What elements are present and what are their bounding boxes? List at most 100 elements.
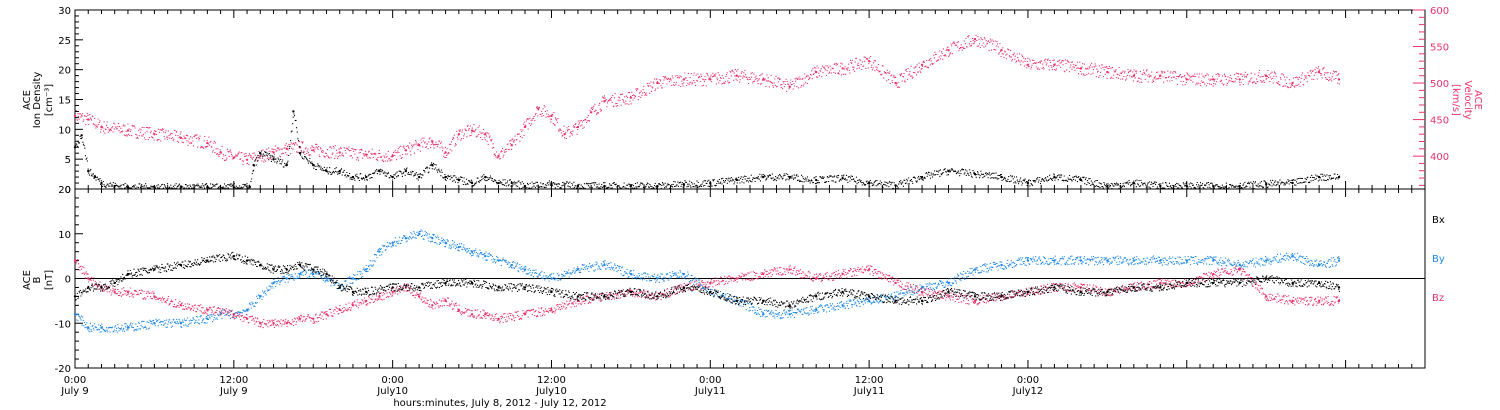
density-point xyxy=(814,178,818,182)
bx-point xyxy=(576,295,580,298)
top-right-ylabel-line-c: [km/s] xyxy=(1450,84,1461,116)
top-left-tick-label: 10 xyxy=(58,125,71,136)
bx-point xyxy=(245,259,249,262)
velocity-point xyxy=(947,48,950,52)
density-point xyxy=(1106,184,1109,188)
velocity-point xyxy=(603,100,606,103)
by-point xyxy=(1132,259,1136,262)
velocity-point xyxy=(629,96,633,99)
bz-point xyxy=(550,308,553,312)
velocity-point xyxy=(245,158,249,161)
by-point xyxy=(351,277,355,280)
velocity-point xyxy=(285,147,288,151)
by-point xyxy=(1026,259,1030,262)
by-point xyxy=(1264,259,1268,262)
velocity-scatter xyxy=(75,34,1340,166)
bz-point xyxy=(1264,295,1268,298)
bx-point xyxy=(603,295,606,298)
by-point xyxy=(457,245,461,249)
density-point xyxy=(113,184,116,188)
bx-point xyxy=(973,295,977,298)
bx-point xyxy=(1337,286,1341,289)
bx-point xyxy=(788,304,791,307)
by-point xyxy=(1053,259,1056,262)
by-point xyxy=(1079,259,1083,262)
bx-point xyxy=(1159,286,1162,289)
by-point xyxy=(603,263,606,267)
density-point xyxy=(232,186,236,189)
bottom-left-tick-label: -10 xyxy=(55,319,71,330)
by-scatter xyxy=(75,229,1340,333)
velocity-point xyxy=(1132,74,1136,77)
by-point xyxy=(378,250,381,253)
legend-bz: Bz xyxy=(1432,293,1444,304)
top-panel-frame xyxy=(74,9,1426,190)
bx-point xyxy=(1053,286,1056,289)
legend-bx: Bx xyxy=(1432,215,1445,226)
x-tick-time: 0:00 xyxy=(381,375,403,386)
x-tick-time: 12:00 xyxy=(855,375,884,386)
bz-point xyxy=(325,313,328,316)
velocity-point xyxy=(1238,78,1241,81)
x-tick-time: 12:00 xyxy=(537,375,566,386)
top-right-tick-label: 600 xyxy=(1430,6,1449,17)
top-left-tick-label: 5 xyxy=(65,155,71,166)
bz-scatter xyxy=(75,259,1340,329)
by-point xyxy=(325,277,328,280)
density-point xyxy=(735,178,738,182)
velocity-point xyxy=(1026,63,1030,66)
bx-scatter xyxy=(75,251,1340,309)
x-tick-date: July10 xyxy=(535,386,567,397)
density-point xyxy=(87,169,90,173)
top-right-tick-label: 400 xyxy=(1430,152,1449,163)
x-tick-date: July 9 xyxy=(60,386,89,397)
velocity-point xyxy=(1317,70,1321,74)
x-tick-date: July10 xyxy=(376,386,408,397)
by-point xyxy=(298,272,302,276)
by-point xyxy=(484,254,487,258)
density-point xyxy=(470,181,474,185)
top-right-ylabel-line-b: Velocity xyxy=(1462,80,1473,119)
x-tick-date: July 9 xyxy=(219,386,248,397)
top-right-axis: 400 450 500 550 600 xyxy=(1413,6,1449,186)
bz-point xyxy=(484,313,487,316)
x-tick-time: 0:00 xyxy=(1017,375,1039,386)
top-right-ylabel-line-a: ACE xyxy=(1472,90,1483,110)
bz-point xyxy=(298,317,302,320)
bz-point xyxy=(1212,272,1215,276)
bz-point xyxy=(206,308,209,312)
by-point xyxy=(523,268,527,271)
top-right-tick-label: 550 xyxy=(1430,43,1449,54)
x-tick-time: 12:00 xyxy=(219,375,248,386)
top-left-axis: 0 5 10 15 20 25 30 xyxy=(58,6,83,196)
by-point xyxy=(391,241,394,244)
velocity-point xyxy=(126,129,130,132)
bottom-ylabel-line-2: B xyxy=(32,276,43,283)
bx-point xyxy=(1079,290,1083,294)
density-point xyxy=(444,175,447,179)
by-point xyxy=(1337,259,1341,262)
velocity-point xyxy=(894,81,897,85)
bz-point xyxy=(867,268,871,271)
velocity-point xyxy=(735,74,738,77)
bz-point xyxy=(126,290,130,294)
bz-point xyxy=(272,322,275,325)
velocity-point xyxy=(656,81,659,85)
bx-point xyxy=(272,268,275,271)
velocity-point xyxy=(1106,70,1109,74)
velocity-point xyxy=(338,151,341,154)
bx-point xyxy=(947,290,950,294)
top-left-tick-label: 0 xyxy=(65,185,71,196)
bz-point xyxy=(391,290,394,294)
density-point xyxy=(920,175,924,179)
density-point xyxy=(510,181,513,185)
velocity-point xyxy=(444,151,447,154)
top-left-tick-label: 25 xyxy=(58,36,71,47)
density-point xyxy=(1185,184,1188,188)
by-point xyxy=(788,313,791,316)
x-tick-date: July11 xyxy=(853,386,885,397)
bx-point xyxy=(232,254,236,258)
density-scatter xyxy=(75,113,1341,190)
